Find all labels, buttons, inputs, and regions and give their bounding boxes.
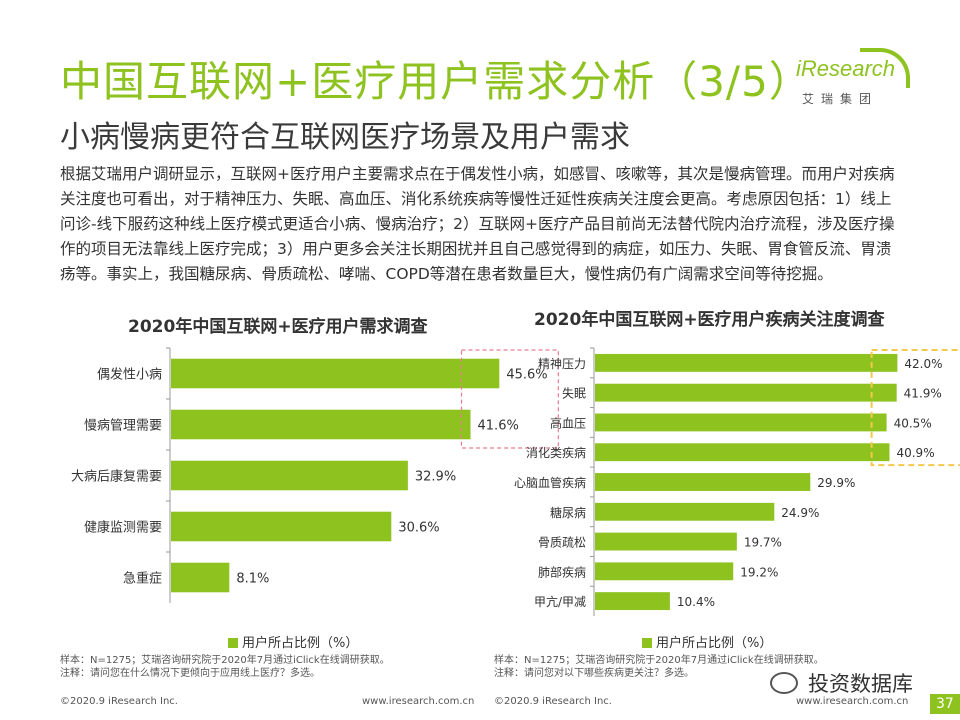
bar: [595, 413, 887, 432]
data-label: 10.4%: [677, 595, 715, 609]
category-label: 急重症: [123, 571, 162, 587]
data-label: 29.9%: [817, 476, 855, 490]
right-chart-legend: 用户所占比例（%）: [642, 632, 772, 651]
data-label: 40.5%: [894, 416, 932, 430]
category-label: 糖尿病: [550, 505, 586, 520]
category-label: 高血压: [550, 415, 586, 430]
footer-url-left: www.iresearch.com.cn: [362, 696, 475, 707]
category-label: 心脑血管疾病: [514, 475, 586, 490]
page-title: 中国互联网+医疗用户需求分析（3/5）: [60, 57, 812, 106]
right-chart-title: 2020年中国互联网+医疗用户疾病关注度调查: [534, 310, 885, 330]
category-label: 大病后康复需要: [71, 469, 162, 485]
legend-swatch: [228, 638, 238, 648]
bar: [595, 532, 737, 551]
category-label: 骨质疏松: [538, 535, 586, 550]
data-label: 30.6%: [398, 521, 439, 536]
right-bar-chart: 精神压力 42.0% 失眠 41.9% 高血压 40.5% 消化类疾病 40.9% 心脑血管疾病…: [514, 347, 960, 616]
logo-subtitle: 艾瑞集团: [802, 92, 879, 106]
highlight-box: [870, 349, 960, 467]
data-label: 19.7%: [744, 536, 782, 550]
data-label: 8.1%: [236, 572, 269, 587]
bar: [171, 409, 471, 440]
data-label: 19.2%: [740, 565, 778, 579]
bar: [595, 562, 734, 581]
analysis-paragraph: 根据艾瑞用户调研显示，互联网+医疗用户主要需求点在于偶发性小病，如感冒、咳嗽等，…: [60, 165, 895, 283]
bar: [595, 592, 670, 611]
footer-copyright-left: ©2020.9 iResearch Inc.: [60, 696, 178, 707]
wechat-icon: [770, 672, 798, 694]
bar: [171, 358, 500, 389]
bar: [595, 383, 897, 402]
bar: [171, 562, 230, 593]
watermark-text: 投资数据库: [808, 672, 913, 696]
footer-copyright-right: ©2020.9 iResearch Inc.: [494, 696, 612, 707]
category-label: 偶发性小病: [97, 367, 162, 383]
bar: [171, 460, 408, 491]
category-label: 精神压力: [538, 357, 586, 371]
iresearch-logo: iResearch 艾瑞集团: [790, 48, 910, 114]
left-chart-note: 样本：N=1275；艾瑞咨询研究院于2020年7月通过iClick在线调研获取。…: [60, 655, 390, 679]
bar: [171, 511, 392, 542]
left-chart-title: 2020年中国互联网+医疗用户需求调查: [128, 317, 428, 337]
data-label: 41.9%: [904, 387, 942, 401]
logo-arc-icon: [860, 48, 910, 88]
left-bar-chart: 偶发性小病 45.6% 慢病管理需要 41.6% 大病后康复需要 32.9% 健康监测需要 3…: [71, 347, 559, 603]
right-legend-label: 用户所占比例（%）: [656, 636, 773, 651]
data-label: 40.9%: [896, 446, 934, 460]
data-label: 32.9%: [415, 470, 456, 485]
bar: [595, 443, 890, 462]
category-label: 失眠: [562, 386, 586, 401]
bar: [595, 353, 898, 372]
footer-url-right: www.iresearch.com.cn: [796, 696, 909, 707]
left-legend-label: 用户所占比例（%）: [242, 636, 359, 651]
bar: [595, 473, 811, 491]
right-chart-note: 样本：N=1275；艾瑞咨询研究院于2020年7月通过iClick在线调研获取。…: [494, 655, 824, 679]
category-label: 慢病管理需要: [84, 418, 162, 434]
data-label: 24.9%: [781, 506, 819, 520]
category-label: 健康监测需要: [84, 520, 162, 536]
category-label: 肺部疾病: [538, 564, 586, 579]
bar: [595, 502, 775, 521]
watermark: 投资数据库: [770, 668, 913, 698]
logo-word: iResearch: [796, 56, 896, 81]
left-chart-legend: 用户所占比例（%）: [228, 632, 358, 651]
page-subtitle: 小病慢病更符合互联网医疗场景及用户需求: [60, 120, 630, 155]
page-number: 37: [930, 694, 960, 714]
category-label: 消化类疾病: [526, 445, 586, 460]
legend-swatch: [642, 638, 652, 648]
data-label: 41.6%: [478, 419, 519, 434]
category-label: 甲亢/甲减: [534, 594, 586, 609]
data-label: 42.0%: [904, 357, 942, 371]
data-label: 45.6%: [506, 368, 547, 383]
